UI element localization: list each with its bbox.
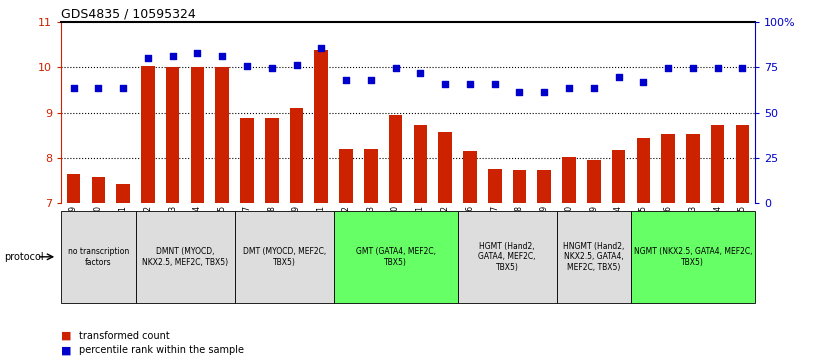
Point <box>265 65 278 71</box>
Point <box>241 64 254 69</box>
FancyBboxPatch shape <box>631 211 755 303</box>
Point <box>166 53 180 59</box>
Point <box>339 77 353 83</box>
Bar <box>265 118 278 203</box>
Bar <box>711 125 725 203</box>
Bar <box>290 109 304 203</box>
Bar <box>735 125 749 203</box>
Bar <box>562 157 576 203</box>
Bar <box>240 118 254 203</box>
Bar <box>612 150 625 203</box>
Text: ■: ■ <box>61 331 72 341</box>
Bar <box>339 149 353 203</box>
Text: GDS4835 / 10595324: GDS4835 / 10595324 <box>61 8 196 21</box>
Point <box>67 85 80 90</box>
Point <box>92 85 105 90</box>
Point <box>513 89 526 95</box>
FancyBboxPatch shape <box>458 211 557 303</box>
Text: transformed count: transformed count <box>79 331 170 341</box>
Point <box>364 77 377 83</box>
Bar <box>117 184 130 203</box>
Text: DMT (MYOCD, MEF2C,
TBX5): DMT (MYOCD, MEF2C, TBX5) <box>242 247 326 266</box>
Point <box>389 65 402 71</box>
Bar <box>587 160 601 203</box>
Point <box>636 79 650 85</box>
Bar <box>463 151 477 203</box>
Bar <box>314 50 328 203</box>
Point <box>439 82 452 87</box>
Text: HNGMT (Hand2,
NKX2.5, GATA4,
MEF2C, TBX5): HNGMT (Hand2, NKX2.5, GATA4, MEF2C, TBX5… <box>563 242 624 272</box>
Bar <box>364 149 378 203</box>
Bar <box>67 174 81 203</box>
Point <box>662 65 675 71</box>
Text: percentile rank within the sample: percentile rank within the sample <box>79 345 244 355</box>
Text: GMT (GATA4, MEF2C,
TBX5): GMT (GATA4, MEF2C, TBX5) <box>356 247 436 266</box>
Text: HGMT (Hand2,
GATA4, MEF2C,
TBX5): HGMT (Hand2, GATA4, MEF2C, TBX5) <box>478 242 536 272</box>
Bar <box>388 115 402 203</box>
Bar <box>488 169 502 203</box>
Bar <box>215 67 229 203</box>
FancyBboxPatch shape <box>334 211 458 303</box>
Bar <box>686 134 699 203</box>
Text: ■: ■ <box>61 345 72 355</box>
Text: no transcription
factors: no transcription factors <box>68 247 129 266</box>
Bar <box>166 67 180 203</box>
Bar <box>191 67 204 203</box>
Text: protocol: protocol <box>4 252 44 262</box>
FancyBboxPatch shape <box>61 211 135 303</box>
FancyBboxPatch shape <box>557 211 631 303</box>
Bar <box>512 170 526 203</box>
Point <box>290 62 303 68</box>
Point <box>414 70 427 76</box>
FancyBboxPatch shape <box>135 211 235 303</box>
Point <box>686 65 699 71</box>
Bar <box>438 132 452 203</box>
Point <box>215 53 228 59</box>
Point <box>141 55 154 61</box>
Point <box>117 85 130 90</box>
Point <box>463 82 477 87</box>
FancyBboxPatch shape <box>235 211 334 303</box>
Bar <box>636 138 650 203</box>
Point <box>736 65 749 71</box>
Point <box>711 65 724 71</box>
Point <box>191 50 204 56</box>
Point <box>612 74 625 80</box>
Text: DMNT (MYOCD,
NKX2.5, MEF2C, TBX5): DMNT (MYOCD, NKX2.5, MEF2C, TBX5) <box>142 247 228 266</box>
Point <box>315 45 328 51</box>
Point <box>588 85 601 90</box>
Point <box>488 82 501 87</box>
Bar <box>661 134 675 203</box>
Bar <box>141 66 155 203</box>
Bar <box>414 125 428 203</box>
Text: NGMT (NKX2.5, GATA4, MEF2C,
TBX5): NGMT (NKX2.5, GATA4, MEF2C, TBX5) <box>633 247 752 266</box>
Point <box>538 89 551 95</box>
Bar <box>538 170 551 203</box>
Point <box>562 85 575 90</box>
Bar <box>91 177 105 203</box>
